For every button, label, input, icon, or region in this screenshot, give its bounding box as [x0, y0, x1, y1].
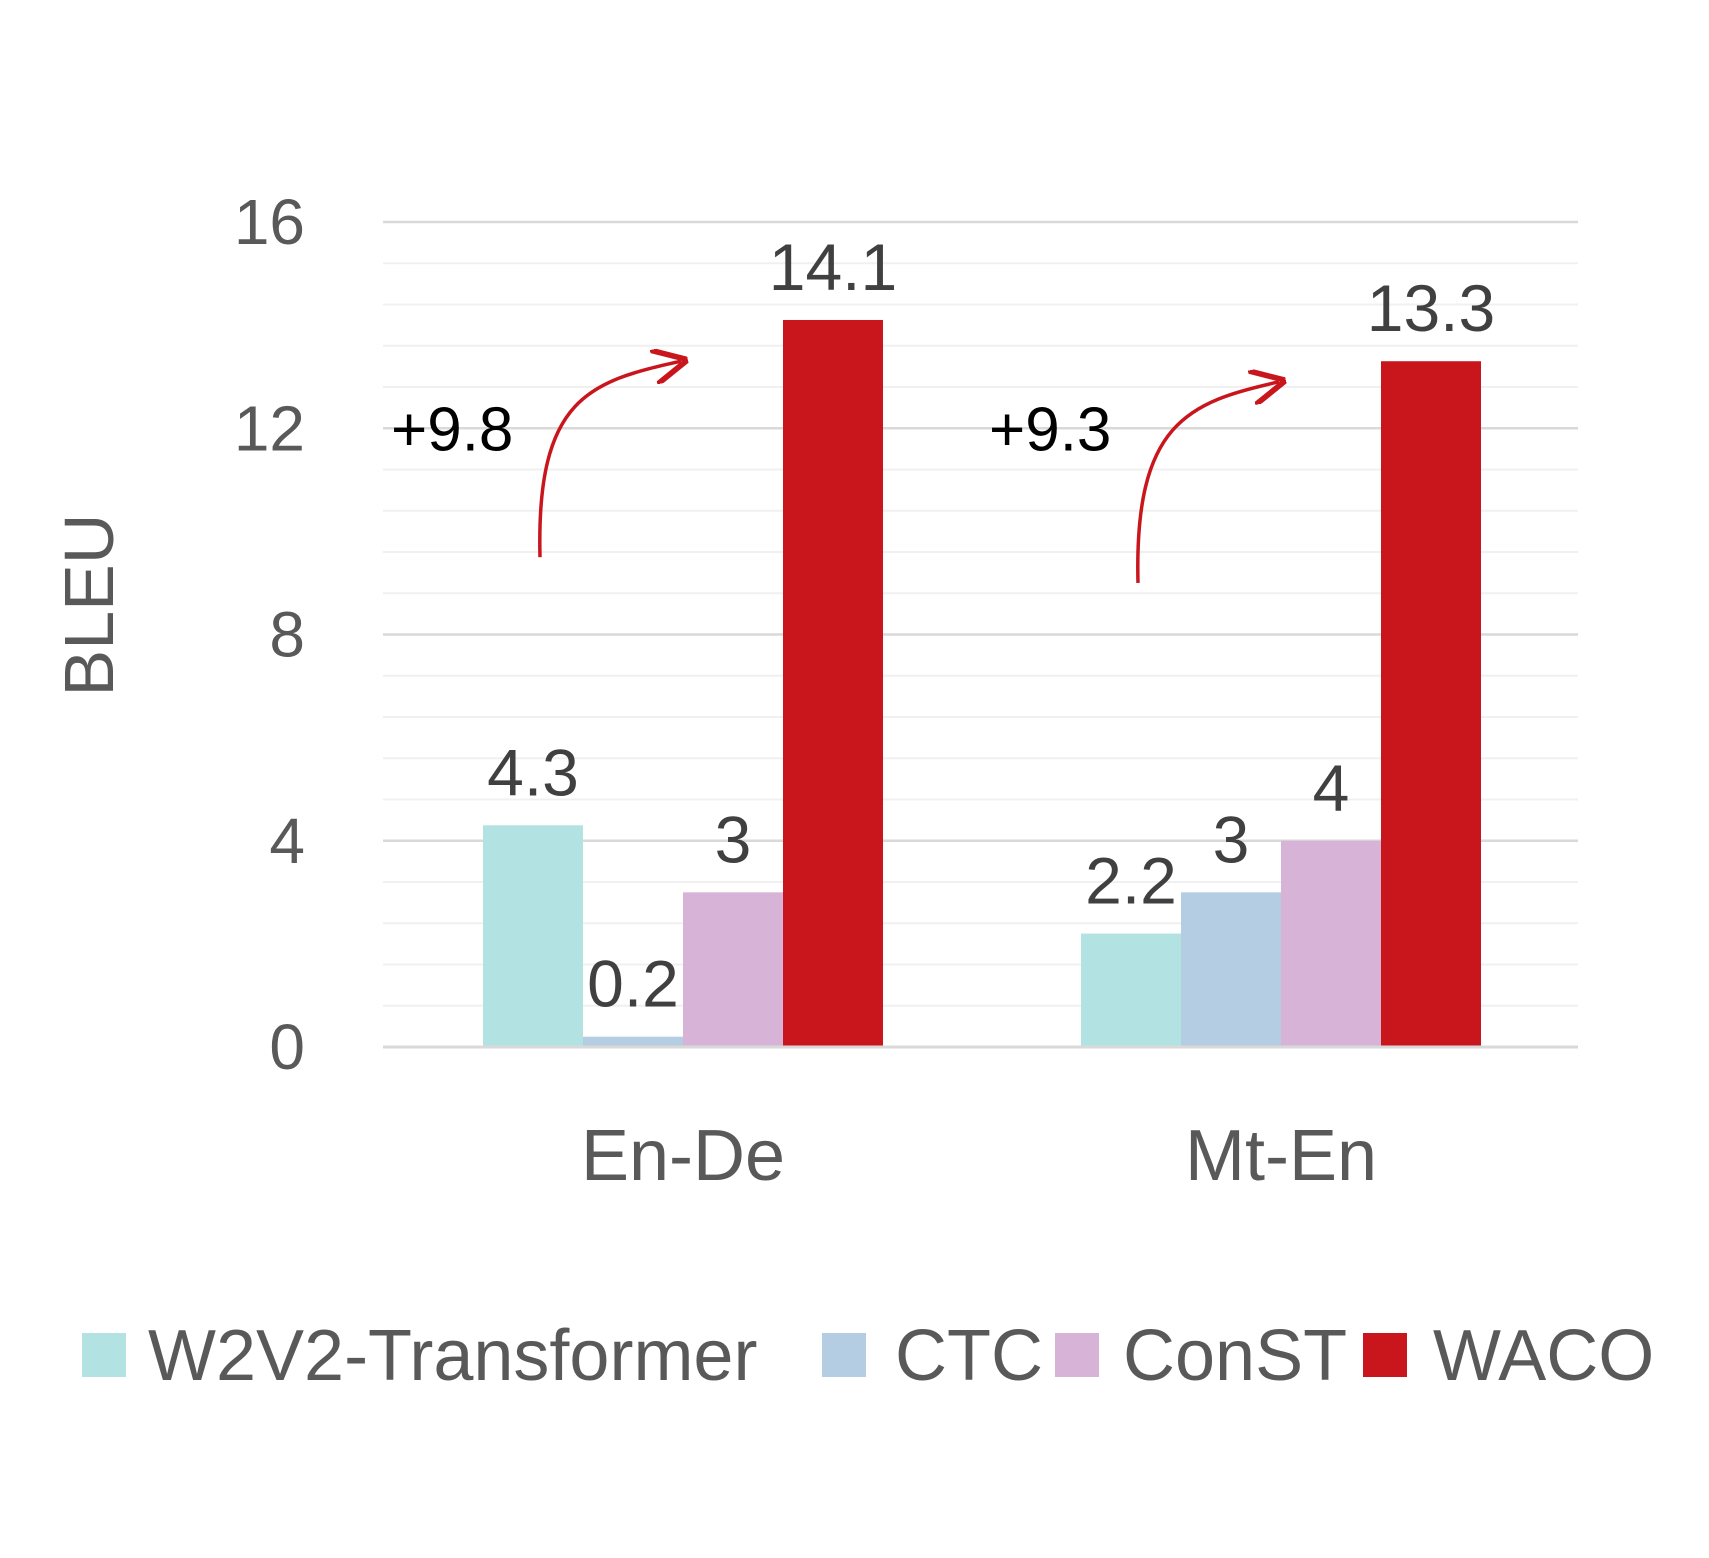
x-category-label: Mt-En	[1185, 1116, 1377, 1196]
legend-label: ConST	[1123, 1316, 1347, 1396]
data-label: 13.3	[1367, 271, 1495, 345]
data-label: 0.2	[587, 947, 679, 1021]
y-tick-label: 0	[269, 1011, 305, 1083]
y-tick-label: 16	[234, 186, 305, 258]
bar-w2v2-transformer-mt-en	[1081, 933, 1181, 1047]
data-label: 3	[715, 802, 752, 876]
gridlines	[383, 220, 1578, 1007]
y-axis-ticks: 0 4 8 12 16	[234, 186, 305, 1083]
data-label: 2.2	[1085, 844, 1177, 918]
legend-label: CTC	[895, 1316, 1043, 1396]
legend-swatch-const	[1055, 1333, 1099, 1377]
legend-swatch-w2v2-transformer	[82, 1333, 126, 1377]
improvement-arrow	[538, 361, 681, 558]
bar-waco-mt-en	[1381, 361, 1481, 1047]
legend: W2V2-Transformer CTC ConST WACO	[82, 1316, 1654, 1396]
bar-waco-en-de	[783, 319, 883, 1047]
legend-label: W2V2-Transformer	[148, 1316, 757, 1396]
improvement-annotation: +9.3	[989, 395, 1111, 464]
bar-const-en-de	[683, 892, 783, 1047]
legend-label: WACO	[1433, 1316, 1654, 1396]
legend-swatch-waco	[1363, 1333, 1407, 1377]
data-label: 3	[1213, 802, 1250, 876]
data-label: 4.3	[487, 735, 579, 809]
y-tick-label: 12	[234, 392, 305, 464]
y-tick-label: 8	[269, 599, 305, 671]
improvement-arrow	[1136, 382, 1279, 583]
y-tick-label: 4	[269, 805, 305, 877]
x-axis-categories: En-De Mt-En	[581, 1116, 1377, 1196]
bars	[483, 319, 1481, 1047]
y-axis-label: BLEU	[50, 514, 128, 697]
bar-const-mt-en	[1281, 840, 1381, 1047]
bar-ctc-en-de	[583, 1036, 683, 1047]
bar-w2v2-transformer-en-de	[483, 825, 583, 1047]
data-label: 4	[1313, 751, 1350, 825]
legend-swatch-ctc	[822, 1333, 866, 1377]
data-label: 14.1	[769, 230, 897, 304]
bar-ctc-mt-en	[1181, 892, 1281, 1047]
improvement-annotation: +9.8	[391, 395, 513, 464]
annotations: +9.8 +9.3	[391, 361, 1279, 583]
x-category-label: En-De	[581, 1116, 785, 1196]
